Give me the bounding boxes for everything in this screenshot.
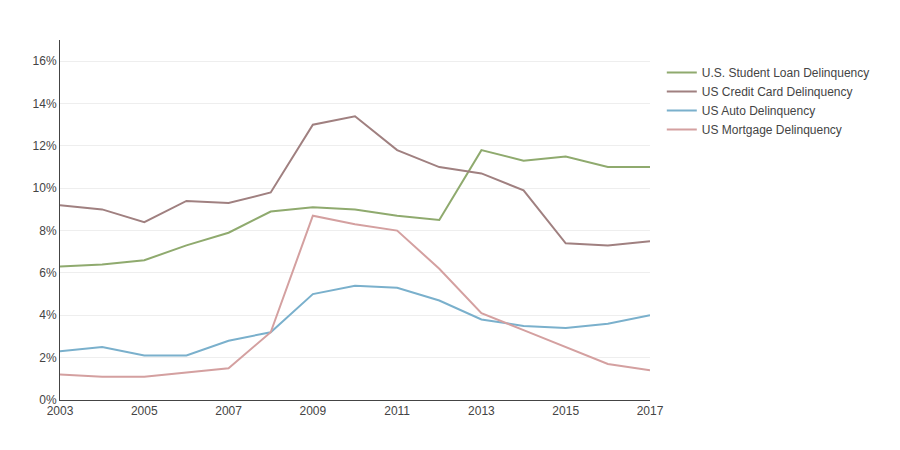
svg-text:0%: 0% [39,393,57,407]
svg-text:6%: 6% [39,266,57,280]
svg-text:2%: 2% [39,351,57,365]
svg-text:US Credit Card Delinquency: US Credit Card Delinquency [702,85,853,99]
svg-text:12%: 12% [33,139,57,153]
svg-text:US Mortgage Delinquency: US Mortgage Delinquency [702,123,842,137]
svg-text:14%: 14% [33,97,57,111]
svg-text:2007: 2007 [215,404,242,418]
svg-text:2009: 2009 [300,404,327,418]
svg-text:2011: 2011 [384,404,410,418]
svg-text:2015: 2015 [552,404,579,418]
svg-text:2005: 2005 [131,404,158,418]
svg-text:10%: 10% [33,181,57,195]
svg-text:16%: 16% [33,54,57,68]
svg-text:4%: 4% [39,308,57,322]
svg-text:US Auto Delinquency: US Auto Delinquency [702,104,815,118]
svg-text:2003: 2003 [47,404,74,418]
svg-text:U.S. Student Loan Delinquency: U.S. Student Loan Delinquency [702,66,869,80]
svg-text:8%: 8% [39,224,57,238]
svg-text:2013: 2013 [468,404,495,418]
svg-text:2017: 2017 [637,404,664,418]
